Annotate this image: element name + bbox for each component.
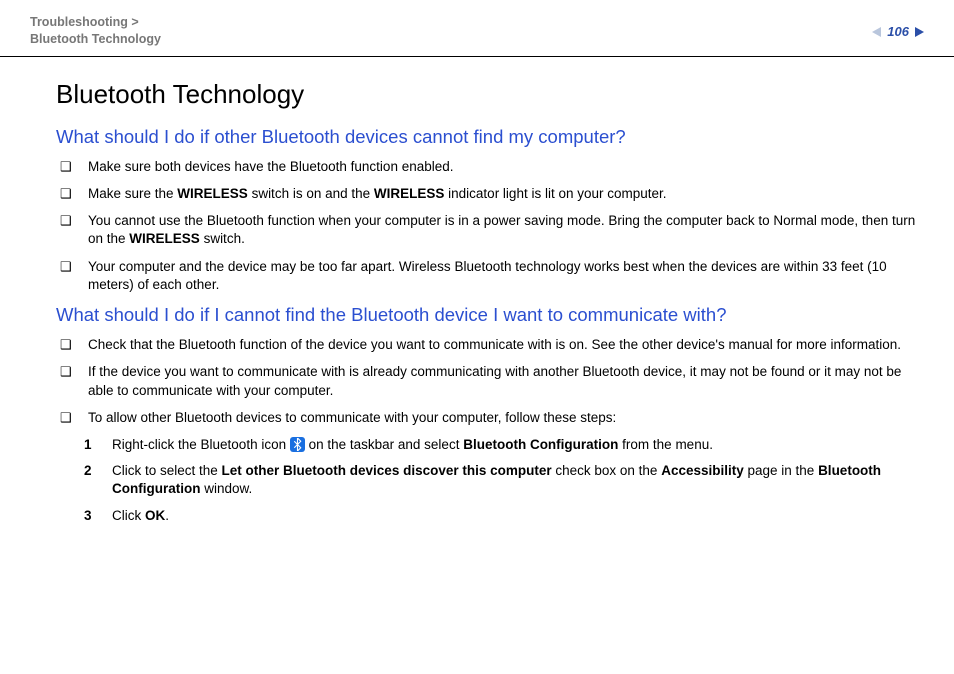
step-text: Click OK.: [112, 507, 916, 525]
page-title: Bluetooth Technology: [56, 79, 916, 110]
step-text: Click to select the Let other Bluetooth …: [112, 462, 916, 498]
bullet-item: ❑If the device you want to communicate w…: [60, 363, 916, 399]
bluetooth-icon: [290, 437, 305, 452]
bullet-item: ❑Check that the Bluetooth function of th…: [60, 336, 916, 354]
bullet-marker: ❑: [60, 336, 88, 354]
numbered-item: 1Right-click the Bluetooth icon on the t…: [84, 436, 916, 454]
bullet-marker: ❑: [60, 212, 88, 230]
bullet-marker: ❑: [60, 409, 88, 427]
bullet-item: ❑To allow other Bluetooth devices to com…: [60, 409, 916, 427]
numbered-list: 1Right-click the Bluetooth icon on the t…: [84, 436, 916, 525]
bullet-item: ❑Your computer and the device may be too…: [60, 258, 916, 294]
step-number: 1: [84, 436, 112, 454]
numbered-item: 3Click OK.: [84, 507, 916, 525]
bullet-item: ❑Make sure both devices have the Bluetoo…: [60, 158, 916, 176]
bullet-marker: ❑: [60, 258, 88, 276]
bullet-marker: ❑: [60, 185, 88, 203]
bullet-list: ❑Check that the Bluetooth function of th…: [60, 336, 916, 427]
page-header: Troubleshooting > Bluetooth Technology 1…: [0, 0, 954, 57]
bullet-text: Make sure both devices have the Bluetoot…: [88, 158, 916, 176]
bullet-item: ❑Make sure the WIRELESS switch is on and…: [60, 185, 916, 203]
bullet-marker: ❑: [60, 158, 88, 176]
bullet-text: To allow other Bluetooth devices to comm…: [88, 409, 916, 427]
next-page-arrow-icon[interactable]: [915, 27, 924, 37]
page-number: 106: [885, 24, 911, 39]
bullet-marker: ❑: [60, 363, 88, 381]
question-heading: What should I do if I cannot find the Bl…: [56, 304, 916, 326]
page-number-nav: 106: [872, 24, 924, 39]
bullet-list: ❑Make sure both devices have the Bluetoo…: [60, 158, 916, 294]
prev-page-arrow-icon[interactable]: [872, 27, 881, 37]
question-heading: What should I do if other Bluetooth devi…: [56, 126, 916, 148]
bullet-text: You cannot use the Bluetooth function wh…: [88, 212, 916, 248]
page-content: Bluetooth Technology What should I do if…: [0, 57, 954, 525]
bullet-text: If the device you want to communicate wi…: [88, 363, 916, 399]
breadcrumb-current[interactable]: Bluetooth Technology: [30, 31, 161, 48]
bullet-text: Your computer and the device may be too …: [88, 258, 916, 294]
numbered-item: 2Click to select the Let other Bluetooth…: [84, 462, 916, 498]
breadcrumb-parent[interactable]: Troubleshooting >: [30, 14, 161, 31]
step-text: Right-click the Bluetooth icon on the ta…: [112, 436, 916, 454]
step-number: 2: [84, 462, 112, 480]
bullet-item: ❑You cannot use the Bluetooth function w…: [60, 212, 916, 248]
bullet-text: Make sure the WIRELESS switch is on and …: [88, 185, 916, 203]
bullet-text: Check that the Bluetooth function of the…: [88, 336, 916, 354]
breadcrumb: Troubleshooting > Bluetooth Technology: [30, 14, 161, 48]
step-number: 3: [84, 507, 112, 525]
